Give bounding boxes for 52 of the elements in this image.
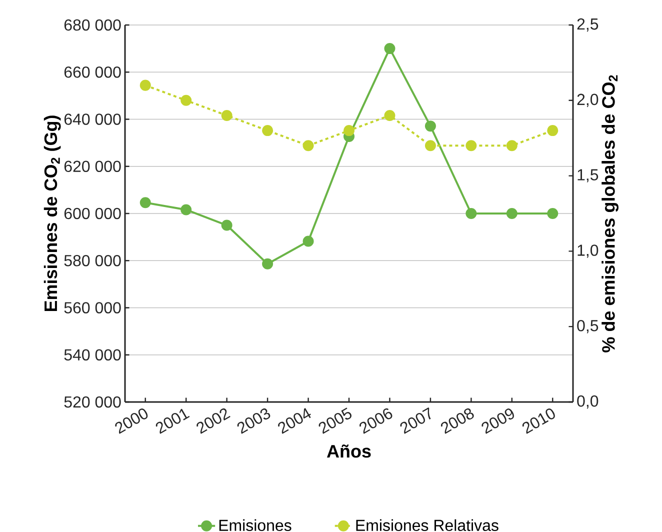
y-tick-label: 640 000 [64, 114, 121, 125]
point [180, 94, 192, 106]
x-tick-label: 2006 [360, 408, 392, 434]
y-tick-label: 540 000 [64, 349, 121, 361]
point [384, 43, 396, 54]
legend-label: Emisiones Relativas [356, 519, 498, 532]
point [506, 208, 518, 219]
x-tick-label: 2002 [196, 408, 230, 434]
y-axis-title: Emisiones de CO$_{2}$ (Gg) [44, 116, 61, 312]
point [506, 140, 518, 152]
x-axis-title: Años [326, 444, 371, 458]
point [221, 110, 232, 121]
y-tick-label: 560 000 [64, 302, 121, 314]
y2-tick-label: 0,0 [577, 395, 598, 409]
y2-tick-label: 0,5 [577, 320, 598, 334]
point [262, 125, 274, 136]
y2-tick-label: 1,5 [578, 169, 598, 182]
y-tick-label: 620 000 [64, 160, 121, 172]
x-tick-label: 2008 [440, 408, 474, 434]
x-tick-label: 2003 [237, 408, 270, 434]
point [466, 208, 477, 219]
y-tick-label: 660 000 [64, 66, 121, 78]
y-tick-label: 580 000 [64, 254, 121, 266]
point [424, 120, 436, 132]
x-tick-label: 2005 [318, 408, 352, 434]
x-tick-label: 2001 [156, 408, 190, 434]
point [180, 204, 192, 216]
point [344, 125, 354, 136]
x-tick-label: 2000 [115, 408, 148, 434]
legend-label: Emisiones [219, 519, 292, 532]
point [384, 110, 396, 121]
y-tick-label: 680 000 [64, 19, 121, 31]
point [547, 208, 558, 219]
point [140, 80, 151, 91]
y2-tick-label: 2,0 [577, 94, 598, 107]
point [424, 140, 436, 152]
point [547, 125, 558, 136]
point [302, 140, 314, 152]
x-tick-label: 2009 [482, 408, 514, 434]
point [262, 258, 274, 270]
y2-tick-label: 1,0 [578, 244, 598, 258]
x-tick-label: 2010 [522, 408, 555, 434]
point [221, 220, 232, 231]
x-tick-label: 2004 [278, 408, 311, 434]
point [302, 236, 314, 247]
y2-axis-title: % de emisiones globales de CO$_{2}$ [602, 75, 618, 352]
y2-tick-label: 2,5 [577, 18, 598, 32]
y-tick-label: 520 000 [64, 396, 121, 408]
x-tick-label: 2007 [400, 407, 431, 434]
point [466, 140, 477, 152]
y-tick-label: 600 000 [64, 208, 121, 220]
point [140, 197, 151, 208]
